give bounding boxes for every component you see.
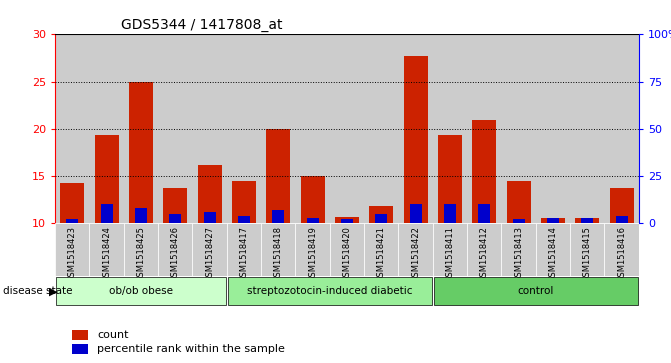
Bar (95, 135, 119, 223)
Bar (66, 220, 79, 223)
Bar (433, 223, 467, 276)
Bar (101, 204, 113, 223)
Bar (55, 34, 89, 223)
Bar (444, 204, 456, 223)
Text: GSM1518411: GSM1518411 (446, 226, 454, 282)
Bar (547, 217, 559, 223)
Bar (60, 183, 84, 223)
Bar (433, 34, 467, 223)
Bar (609, 188, 633, 223)
Bar (399, 34, 433, 223)
Text: disease state: disease state (3, 286, 73, 297)
Text: GSM1518423: GSM1518423 (68, 226, 76, 282)
Bar (335, 217, 359, 223)
Bar (89, 34, 123, 223)
Bar (193, 34, 227, 223)
Bar (238, 216, 250, 223)
Text: ▶: ▶ (49, 286, 58, 297)
Bar (301, 176, 325, 223)
Bar (197, 165, 221, 223)
Bar (467, 223, 501, 276)
Bar (409, 204, 421, 223)
Bar (307, 217, 319, 223)
Text: GSM1518418: GSM1518418 (274, 226, 282, 282)
Bar (72, 344, 88, 354)
Bar (169, 214, 181, 223)
Text: GSM1518412: GSM1518412 (480, 226, 488, 282)
Bar (605, 34, 639, 223)
Text: GSM1518420: GSM1518420 (342, 226, 352, 282)
Bar (513, 220, 525, 223)
Bar (89, 223, 123, 276)
Bar (203, 212, 215, 223)
Text: GSM1518415: GSM1518415 (583, 226, 592, 282)
Bar (193, 223, 227, 276)
Bar (55, 223, 89, 276)
Text: GSM1518417: GSM1518417 (240, 226, 248, 282)
Bar (261, 223, 295, 276)
Text: GSM1518427: GSM1518427 (205, 226, 214, 282)
Bar (232, 181, 256, 223)
Text: count: count (97, 330, 129, 340)
Text: GSM1518413: GSM1518413 (514, 226, 523, 282)
Bar (501, 34, 535, 223)
Bar (615, 216, 627, 223)
Bar (158, 34, 193, 223)
Bar (403, 56, 427, 223)
Bar (364, 223, 399, 276)
Bar (375, 214, 387, 223)
Bar (535, 223, 570, 276)
Text: streptozotocin-induced diabetic: streptozotocin-induced diabetic (247, 286, 413, 296)
Text: control: control (517, 286, 554, 296)
Text: GSM1518422: GSM1518422 (411, 226, 420, 282)
Bar (341, 220, 353, 223)
Text: percentile rank within the sample: percentile rank within the sample (97, 344, 285, 354)
Bar (158, 223, 193, 276)
Bar (129, 82, 153, 223)
Bar (433, 277, 637, 305)
Text: GSM1518426: GSM1518426 (170, 226, 180, 282)
Bar (369, 206, 393, 223)
Bar (570, 34, 605, 223)
Bar (227, 277, 431, 305)
Text: GSM1518425: GSM1518425 (136, 226, 146, 282)
Bar (329, 223, 364, 276)
Bar (227, 34, 261, 223)
Text: GSM1518424: GSM1518424 (102, 226, 111, 282)
Bar (467, 34, 501, 223)
Bar (227, 223, 261, 276)
Bar (575, 217, 599, 223)
Bar (535, 34, 570, 223)
Bar (295, 34, 329, 223)
Bar (135, 208, 147, 223)
Bar (570, 223, 605, 276)
Bar (478, 204, 491, 223)
Bar (507, 181, 531, 223)
Bar (399, 223, 433, 276)
Text: GSM1518421: GSM1518421 (376, 226, 386, 282)
Bar (364, 34, 399, 223)
Bar (472, 121, 497, 223)
Bar (329, 34, 364, 223)
Bar (295, 223, 329, 276)
Bar (261, 34, 295, 223)
Bar (163, 188, 187, 223)
Bar (56, 277, 225, 305)
Text: GSM1518416: GSM1518416 (617, 226, 626, 282)
Text: ob/ob obese: ob/ob obese (109, 286, 173, 296)
Bar (123, 223, 158, 276)
Bar (266, 129, 291, 223)
Bar (123, 34, 158, 223)
Bar (541, 217, 565, 223)
Text: GSM1518414: GSM1518414 (548, 226, 558, 282)
Bar (605, 223, 639, 276)
Text: GSM1518419: GSM1518419 (308, 226, 317, 282)
Bar (72, 330, 88, 340)
Bar (581, 217, 593, 223)
Text: GDS5344 / 1417808_at: GDS5344 / 1417808_at (121, 18, 282, 32)
Bar (438, 135, 462, 223)
Bar (501, 223, 535, 276)
Bar (272, 210, 285, 223)
